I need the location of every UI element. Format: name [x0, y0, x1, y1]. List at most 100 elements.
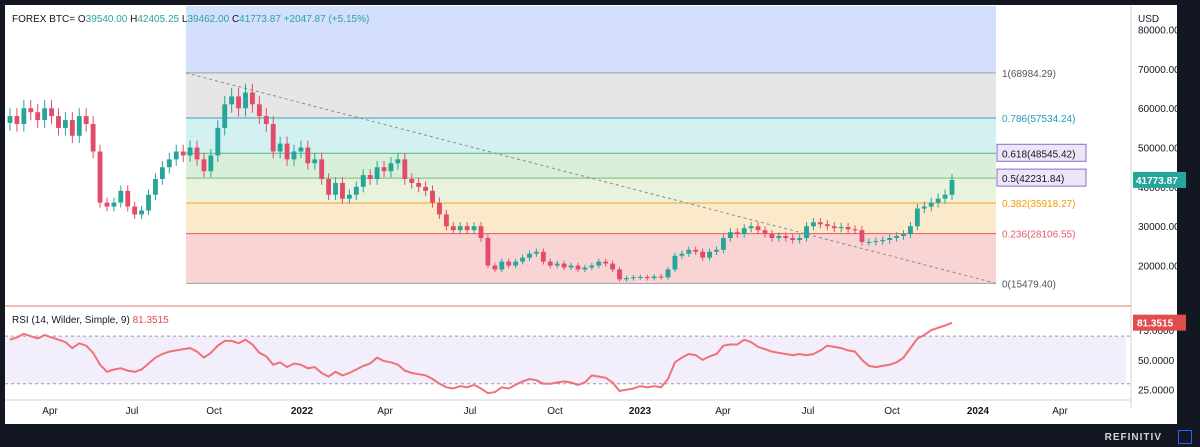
- candle: [277, 143, 283, 152]
- candle: [804, 226, 809, 239]
- candle: [353, 186, 359, 195]
- candle: [291, 151, 297, 160]
- candle: [554, 263, 560, 266]
- candle: [76, 116, 82, 136]
- candle: [340, 182, 345, 199]
- candle: [284, 143, 290, 160]
- trend-line: [185, 72, 997, 284]
- candle: [312, 159, 318, 164]
- x-tick-label: Jul: [464, 406, 477, 417]
- candle: [769, 234, 775, 239]
- fib-label: 0(15479.40): [1002, 279, 1056, 290]
- fib-label-box: [996, 143, 1087, 162]
- fib-label: 0.5(42231.84): [1002, 174, 1064, 185]
- candle: [118, 190, 124, 203]
- candle: [824, 224, 830, 227]
- candle: [409, 179, 415, 183]
- y-tick-label: 40000.00: [1138, 183, 1180, 194]
- candle: [942, 194, 948, 199]
- candle: [69, 120, 75, 136]
- y-tick-label: 20000.00: [1138, 262, 1180, 273]
- fib-label: 0.618(48545.42): [1002, 149, 1075, 160]
- candle: [28, 108, 34, 113]
- candle: [921, 206, 927, 209]
- candle: [457, 226, 463, 231]
- candle: [914, 208, 920, 227]
- candle: [132, 206, 138, 215]
- candle: [617, 269, 622, 280]
- candle: [443, 214, 449, 227]
- candle: [367, 175, 373, 180]
- candle: [201, 159, 207, 172]
- candle: [90, 123, 96, 152]
- candle: [700, 251, 706, 258]
- candle: [637, 276, 643, 278]
- candle: [589, 265, 595, 268]
- candle: [243, 92, 248, 109]
- candle: [125, 190, 131, 207]
- candle: [540, 251, 546, 262]
- candle: [492, 265, 498, 270]
- candle: [582, 267, 588, 270]
- candle: [208, 155, 214, 172]
- x-tick-label: Jul: [126, 406, 139, 417]
- candle: [298, 147, 304, 152]
- close-value: 41773.87: [239, 14, 281, 25]
- candle: [797, 238, 803, 240]
- candle: [236, 96, 241, 109]
- candle: [547, 261, 553, 266]
- candle: [7, 116, 13, 123]
- candle: [159, 167, 165, 180]
- candle: [901, 234, 906, 237]
- candle: [928, 202, 934, 207]
- candle: [665, 269, 671, 278]
- candle: [49, 108, 54, 117]
- candle: [437, 202, 442, 215]
- candle: [194, 147, 200, 160]
- candle: [790, 238, 796, 240]
- candle: [83, 116, 89, 124]
- x-tick-label: Oct: [547, 406, 563, 417]
- candle: [104, 202, 110, 207]
- axis-unit: USD: [1138, 14, 1159, 25]
- x-tick-label: Jul: [802, 406, 815, 417]
- candle: [35, 112, 41, 121]
- candle: [139, 210, 145, 215]
- x-tick-label: Apr: [42, 406, 58, 417]
- fib-label-box: [996, 168, 1087, 187]
- symbol-label: FOREX BTC=: [12, 14, 76, 25]
- candle: [381, 167, 387, 172]
- candle: [644, 276, 650, 279]
- candle: [146, 194, 151, 211]
- candle: [263, 116, 269, 124]
- candle: [450, 226, 456, 231]
- candle: [852, 229, 858, 231]
- candle: [478, 226, 484, 239]
- candle: [56, 116, 61, 128]
- candle: [374, 167, 380, 180]
- candle: [305, 147, 311, 164]
- brand-icon: [1178, 430, 1192, 444]
- candle: [672, 255, 678, 270]
- rsi-value: 81.3515: [132, 315, 169, 326]
- candle: [464, 226, 470, 231]
- candle: [319, 159, 325, 180]
- close-label: C: [231, 14, 240, 25]
- fib-label: 0.786(57534.24): [1002, 114, 1075, 125]
- fib-label: 1(68984.29): [1002, 69, 1056, 80]
- x-tick-label: 2023: [629, 406, 652, 417]
- x-tick-label: Oct: [206, 406, 222, 417]
- candle: [575, 265, 581, 270]
- candle: [471, 226, 477, 231]
- rsi-value-label: 81.3515: [1137, 319, 1174, 330]
- candle: [596, 261, 602, 266]
- candle: [693, 249, 699, 252]
- candle: [949, 179, 955, 195]
- candle: [333, 182, 338, 195]
- rsi-tick-label: 50.0000: [1138, 356, 1175, 367]
- fib-zone: [186, 202, 996, 234]
- candle: [402, 159, 408, 180]
- candle: [866, 241, 872, 243]
- rsi-band: [5, 336, 1126, 384]
